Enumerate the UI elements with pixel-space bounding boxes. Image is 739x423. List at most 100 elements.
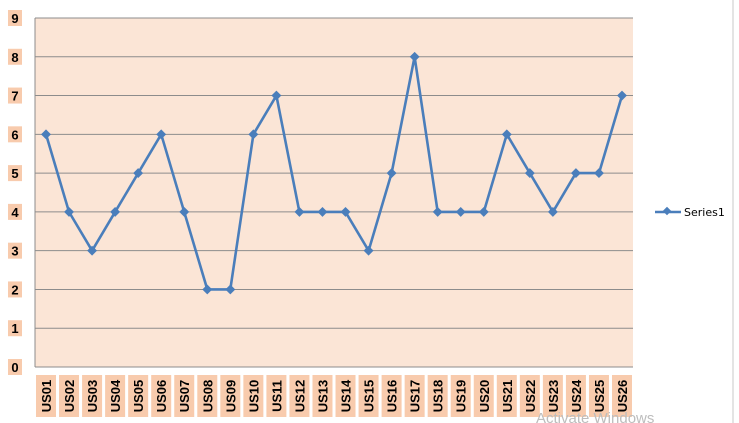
y-tick-label: 4 [11,205,19,220]
x-tick-label: US16 [385,380,400,413]
y-tick-label-background [8,10,22,26]
x-tick-label: US06 [154,380,169,413]
x-tick-label: US05 [131,380,146,413]
y-tick-label: 3 [11,244,18,259]
y-tick-label-background [8,48,22,65]
x-tick-label: US25 [592,380,607,413]
data-point-marker [317,206,328,217]
data-point-marker [225,284,236,295]
data-point-marker [594,168,604,179]
y-tick-label-background [8,87,22,104]
x-tick-label-background [128,375,149,417]
x-tick-label: US14 [339,379,354,412]
x-tick-label-background [335,375,356,417]
series-line-series1 [44,56,624,291]
x-tick-label: US18 [431,380,446,413]
x-tick-label: US13 [315,380,330,413]
data-point-marker [87,245,98,256]
y-tick-label: 0 [11,360,18,375]
x-tick-label-background [381,375,402,417]
x-tick-label-background [588,375,609,417]
data-point-marker [524,168,535,179]
y-tick-label-background [8,281,22,298]
x-tick-label-background [450,375,471,417]
data-point-marker [455,206,466,217]
x-tick-label-background [266,375,287,417]
x-tick-label: US03 [85,380,100,413]
x-tick-label-background [427,375,448,417]
x-tick-label-background [174,375,195,417]
data-point-marker [570,168,581,179]
x-tick-label-background [358,375,379,417]
x-tick-label-background [519,375,540,417]
x-tick-label: US10 [246,380,261,413]
data-point-marker [501,129,512,140]
x-tick-label: US23 [546,380,561,413]
y-tick-label: 2 [11,282,18,297]
x-tick-label: US20 [477,380,492,413]
x-tick-label: US09 [223,380,238,413]
y-tick-label-background [8,242,22,259]
x-tick-label: US11 [269,380,284,412]
data-point-marker [547,206,558,217]
data-point-marker [363,245,374,256]
watermark-text: Activate Windows [536,410,654,423]
y-tick-label-background [8,359,22,375]
x-tick-label-background [220,375,241,417]
data-point-marker [340,206,351,217]
data-point-marker [110,206,121,217]
data-point-marker [248,129,259,140]
data-point-marker [617,90,627,101]
x-tick-label-background [151,375,172,417]
y-tick-label: 1 [11,321,18,336]
x-tick-label: US15 [362,380,377,413]
data-point-marker [202,284,213,295]
x-tick-label: US07 [177,380,192,413]
x-tick-label-background [496,375,517,417]
x-tick-label-background [105,375,126,417]
plot-area [35,18,633,367]
x-tick-label: US22 [523,380,538,413]
data-point-marker [41,129,51,140]
x-tick-label-background [404,375,425,417]
y-tick-label: 6 [11,127,18,142]
x-tick-label-background [312,375,333,417]
x-tick-label: US26 [615,380,630,413]
x-tick-label-background [542,375,563,417]
y-tick-label-background [8,320,22,337]
x-tick-label-background [289,375,310,417]
x-tick-label-background [612,375,632,417]
data-point-marker [386,168,397,179]
data-point-marker [179,206,190,217]
x-tick-label: US17 [408,380,423,413]
x-tick-label-background [82,375,103,417]
x-tick-label: US19 [454,380,469,413]
data-point-marker [432,206,443,217]
y-tick-label: 5 [11,166,18,181]
x-tick-label-background [565,375,586,417]
data-point-marker [478,206,489,217]
data-point-marker [64,206,74,217]
x-tick-label: US08 [200,380,215,413]
x-tick-label: US01 [39,380,54,413]
y-tick-label: 7 [11,89,18,104]
legend-label-series1: Series1 [684,206,725,219]
x-tick-label-background [36,375,56,417]
y-tick-label: 9 [11,11,18,26]
x-tick-label: US21 [500,380,515,413]
x-tick-label-background [59,375,80,417]
x-tick-label: US02 [62,380,77,413]
data-point-marker [133,168,144,179]
y-tick-label: 8 [11,50,18,65]
x-tick-label: US24 [569,379,584,412]
x-tick-label-background [473,375,494,417]
x-tick-label-background [243,375,264,417]
x-tick-label: US12 [292,380,307,413]
x-tick-label-background [197,375,218,417]
y-tick-label-background [8,165,22,182]
data-point-marker [294,206,305,217]
data-point-marker [156,129,167,140]
x-tick-label: US04 [108,379,123,412]
